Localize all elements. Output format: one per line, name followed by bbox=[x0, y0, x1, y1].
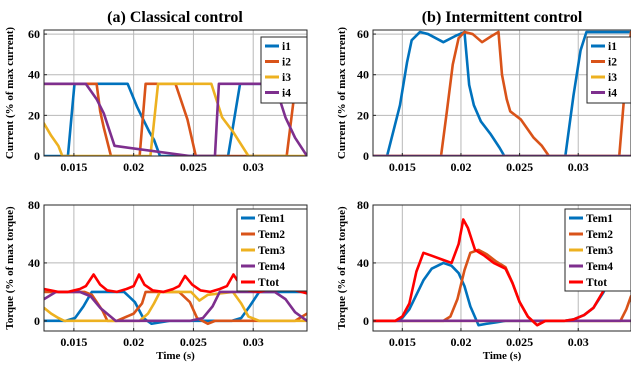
legend-label: Ttot bbox=[586, 277, 607, 289]
series-line-tem3 bbox=[44, 290, 307, 323]
x-tick-label: 0.03 bbox=[243, 335, 264, 349]
axes-frame bbox=[372, 29, 631, 157]
legend: Tem1 Tem2 Tem3 Tem4 Ttot bbox=[564, 208, 631, 292]
series-line-ttot bbox=[373, 218, 631, 327]
x-tick-label: 0.015 bbox=[389, 335, 416, 349]
x-tick-label: 0.025 bbox=[180, 160, 207, 174]
y-tick-label: 80 bbox=[357, 198, 369, 212]
legend-label: Tem1 bbox=[586, 213, 613, 225]
series-line-tem4 bbox=[44, 290, 307, 323]
legend-label: i3 bbox=[282, 72, 291, 84]
legend-label: Tem3 bbox=[258, 245, 285, 257]
y-axis-label: Torque (% of max torque) bbox=[336, 206, 348, 330]
legend-label: i1 bbox=[282, 41, 291, 53]
y-tick-label: 40 bbox=[357, 68, 369, 82]
series-line-i1 bbox=[44, 82, 307, 156]
legend-label: i3 bbox=[608, 72, 617, 84]
x-tick-label: 0.02 bbox=[123, 160, 144, 174]
series-line-i3 bbox=[44, 82, 307, 156]
legend-label: Tem2 bbox=[586, 229, 613, 241]
x-tick-label: 0.02 bbox=[123, 335, 144, 349]
x-axis-label: Time (s) bbox=[483, 350, 522, 362]
x-tick-label: 0.03 bbox=[243, 160, 264, 174]
y-tick-label: 0 bbox=[363, 314, 369, 328]
axes-frame bbox=[372, 204, 631, 332]
panel-3: 0.015 0.02 0.025 0.03 0 40 80 Torque (% of max … bbox=[4, 198, 308, 362]
x-tick-label: 0.025 bbox=[506, 335, 533, 349]
legend: i1 i2 i3 i4 bbox=[260, 36, 308, 104]
y-tick-label: 80 bbox=[28, 198, 40, 212]
x-tick-label: 0.015 bbox=[60, 160, 87, 174]
series-group bbox=[373, 30, 631, 156]
panel-2: 0.015 0.02 0.025 0.03 0 20 40 60 (b) Intermitten… bbox=[336, 9, 631, 174]
series-line-i1 bbox=[373, 30, 631, 156]
legend-label: Tem2 bbox=[258, 229, 285, 241]
y-tick-label: 60 bbox=[28, 27, 40, 41]
legend-label: i4 bbox=[282, 88, 291, 100]
x-tick-label: 0.03 bbox=[568, 160, 589, 174]
x-tick-label: 0.015 bbox=[389, 160, 416, 174]
legend-label: i1 bbox=[608, 41, 617, 53]
legend-label: i4 bbox=[608, 88, 617, 100]
y-tick-label: 40 bbox=[357, 256, 369, 270]
panel-1: 0.015 0.02 0.025 0.03 0 20 40 60 (a) Classical c… bbox=[4, 9, 308, 174]
chart-title: (a) Classical control bbox=[107, 9, 243, 26]
x-tick-label: 0.025 bbox=[180, 335, 207, 349]
series-group bbox=[373, 218, 631, 327]
legend-label: Tem4 bbox=[258, 261, 285, 273]
y-tick-label: 20 bbox=[28, 108, 40, 122]
chart-title: (b) Intermittent control bbox=[422, 9, 583, 26]
y-tick-label: 40 bbox=[28, 68, 40, 82]
y-tick-label: 60 bbox=[357, 27, 369, 41]
x-tick-label: 0.025 bbox=[506, 160, 533, 174]
legend-label: Tem3 bbox=[586, 245, 613, 257]
x-tick-label: 0.02 bbox=[450, 335, 471, 349]
y-tick-label: 0 bbox=[34, 314, 40, 328]
legend-label: i2 bbox=[608, 57, 617, 69]
legend-label: Tem1 bbox=[258, 213, 285, 225]
y-tick-label: 40 bbox=[28, 256, 40, 270]
x-tick-label: 0.03 bbox=[568, 335, 589, 349]
series-line-i2 bbox=[373, 30, 631, 156]
y-tick-label: 0 bbox=[363, 149, 369, 163]
y-axis-label: Current (% of max current) bbox=[4, 27, 16, 160]
y-axis-label: Torque (% of max torque) bbox=[4, 206, 16, 330]
x-axis-label: Time (s) bbox=[156, 350, 195, 362]
legend-label: i2 bbox=[282, 57, 291, 69]
panel-4: 0.015 0.02 0.025 0.03 0 40 80 Torque (% of max … bbox=[336, 198, 631, 362]
legend-label: Ttot bbox=[258, 277, 279, 289]
x-tick-label: 0.015 bbox=[60, 335, 87, 349]
y-tick-label: 20 bbox=[357, 108, 369, 122]
x-tick-label: 0.02 bbox=[450, 160, 471, 174]
legend-label: Tem4 bbox=[586, 261, 613, 273]
legend: i1 i2 i3 i4 bbox=[586, 36, 631, 104]
legend: Tem1 Tem2 Tem3 Tem4 Ttot bbox=[236, 208, 308, 292]
y-axis-label: Current (% of max current) bbox=[336, 27, 348, 160]
y-tick-label: 0 bbox=[34, 149, 40, 163]
